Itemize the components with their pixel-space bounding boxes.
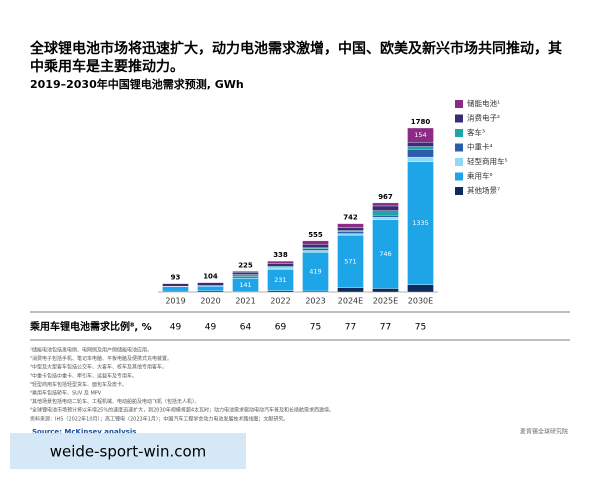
bar-segment [338,231,364,232]
x-tick-label: 2025E [373,297,398,306]
bar-segment [233,277,259,278]
legend-swatch [455,144,463,152]
bar-segment [303,250,329,252]
legend-label: 其他场景⁷ [467,185,500,195]
footnote: ⁷其他场景包括电动二轮车、工程机械、电动船舶及电动飞机（包括无人机）。 [30,398,200,405]
subtitle: 2019–2030年中国锂电池需求预测, GWh [30,77,244,91]
watermark: weide-sport-win.com [50,443,207,461]
x-tick-label: 2020 [200,297,220,306]
bar-segment [233,271,259,272]
ratio-value: 75 [310,323,321,333]
chart-title: 全球锂电池市场将迅速扩大，动力电池需求激增，中国、欧美及新兴市场共同推动，其中乘… [30,40,570,76]
ratio-value: 49 [170,323,182,333]
x-tick-label: 2021 [235,297,255,306]
footnote: ²消费电子包括手机、笔记本电脑、平板电脑及便携式充电装置。 [30,355,172,362]
total-label: 555 [308,231,323,239]
bar-segment [233,272,259,274]
x-tick-label: 2030E [408,297,433,306]
bar-segment [373,217,399,220]
bar-segment [373,211,399,216]
total-label: 225 [238,261,253,269]
total-label: 742 [343,214,358,222]
bar-segment [408,157,434,162]
title-box: 全球锂电池市场将迅速扩大，动力电池需求激增，中国、欧美及新兴市场共同推动，其中乘… [30,40,570,80]
footnote: ³中型及大型客车包括公交车、大客车、校车及其他专用客车。 [30,364,167,371]
bar-segment [338,224,364,228]
footnote: ⁵轻型商用车包括轻型货车、面包车及皮卡。 [30,381,127,388]
ratio-value: 69 [275,323,287,333]
ratio-label: 乘用车锂电池需求比例⁸, % [29,320,152,333]
footnote: ⁸全球锂电池市场预计将以年增25%的速度迅速扩大，到2030年规模将超4太瓦时；… [30,407,334,414]
bar-segment [373,215,399,217]
ratio-value: 77 [380,323,391,333]
bar-segment [373,288,399,292]
bar-segment [408,285,434,292]
value-label: 571 [344,257,356,265]
bar-segment [303,244,329,248]
ratio-value: 77 [345,323,356,333]
legend-swatch [455,187,463,195]
legend-label: 中重卡⁴ [467,142,493,152]
x-tick-label: 2019 [165,297,185,306]
ratio-value: 75 [415,323,426,333]
legend-label: 客车³ [467,127,485,137]
bar-segment [303,291,329,292]
value-label: 1335 [412,219,429,227]
x-tick-label: 2022 [270,297,290,306]
bar-segment [338,232,364,234]
value-label: 419 [309,268,321,276]
ratio-value: 49 [205,323,217,333]
footnote: ⁴中重卡包括中重卡、牵引车、运载车及专用车。 [30,372,137,379]
x-tick-label: 2024E [338,297,363,306]
bar-segment [268,261,294,264]
credit: 麦肯锡全球研究院 [520,428,568,436]
bar-segment [303,241,329,244]
legend-swatch [455,129,463,137]
legend-swatch [455,115,463,123]
ratio-value: 64 [240,323,252,333]
legend-swatch [455,100,463,108]
x-tick-label: 2023 [305,297,325,306]
bar-segment [373,203,399,206]
bar-segment [303,248,329,249]
bar-segment [268,268,294,269]
footnote: ⁶乘用车包括轿车、SUV 及 MPV [30,390,102,397]
legend-swatch [455,173,463,181]
bar-segment [163,287,189,291]
total-label: 104 [203,272,218,280]
bar-segment [338,288,364,292]
bar-segment [408,149,434,157]
bar-segment [268,291,294,292]
bar-segment [338,228,364,231]
total-label: 338 [273,251,288,259]
bar-segment [408,147,434,150]
bar-segment [408,142,434,146]
footnote: ¹储能电池包括发电侧、电网侧及用户侧储能电池应用。 [30,347,152,354]
footnote: 资料来源：IHS（2022年10月）；高工锂电（2023年1月）；中国汽车工程学… [30,415,288,422]
value-label: 746 [379,250,391,258]
legend-label: 乘用车⁶ [467,171,493,181]
legend-label: 轻型商用车⁵ [467,156,508,166]
bar-segment [198,286,224,291]
legend-swatch [455,158,463,166]
bar-segment [373,206,399,211]
bar-segment [163,284,189,287]
bar-segment [198,283,224,286]
bar-segment [233,274,259,276]
value-label: 141 [239,281,251,289]
legend-label: 储能电池¹ [467,98,500,108]
bar-segment [268,264,294,266]
bar-segment [198,291,224,292]
value-label: 231 [274,276,286,284]
total-label: 1780 [411,118,431,126]
bar-segment [268,266,294,267]
value-label: 154 [414,131,426,139]
total-label: 93 [171,273,181,281]
bar-segment [303,249,329,251]
legend-label: 消费电子² [467,113,500,123]
total-label: 967 [378,193,393,201]
bar-segment [338,234,364,236]
